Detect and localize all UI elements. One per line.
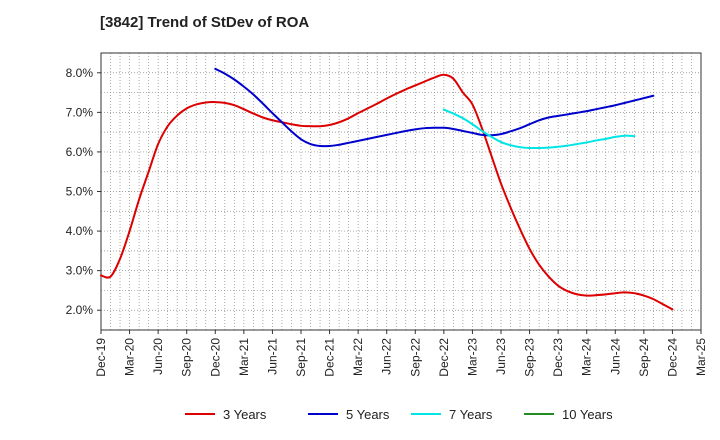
legend-label-3-years: 3 Years [223,407,267,422]
x-tick-label: Sep-24 [637,338,651,377]
x-tick-label: Sep-22 [408,338,422,377]
x-tick-label: Mar-20 [123,338,137,376]
x-tick-label: Dec-20 [208,338,222,377]
x-tick-label: Dec-19 [94,338,108,377]
x-tick-label: Mar-24 [580,338,594,376]
x-tick-label: Jun-23 [494,338,508,375]
y-tick-label: 4.0% [66,224,94,238]
x-tick-label: Jun-24 [608,338,622,375]
x-tick-label: Dec-21 [323,338,337,377]
y-tick-label: 8.0% [66,66,94,80]
x-tick-label: Sep-23 [523,338,537,377]
axes: 2.0% 3.0% 4.0% 5.0% 6.0% 7.0% 8.0% Dec-19 Mar-20… [66,52,708,377]
series-line-5-years [214,67,655,148]
x-tick-label: Dec-23 [551,338,565,377]
legend: 3 Years 5 Years 7 Years 10 Years [185,407,613,422]
x-tick-label: Dec-22 [437,338,451,377]
series-line-3-years [100,73,674,311]
x-tick-label: Mar-21 [237,338,251,376]
series-lines [100,67,674,311]
x-tick-label: Sep-20 [180,338,194,377]
y-tick-label: 3.0% [66,264,94,278]
legend-label-5-years: 5 Years [346,407,390,422]
x-tick-label: Mar-23 [465,338,479,376]
x-tick-label: Jun-22 [380,338,394,375]
y-tick-label: 6.0% [66,145,94,159]
legend-label-7-years: 7 Years [449,407,493,422]
series-line-7-years [442,108,636,150]
x-tick-label: Jun-20 [151,338,165,375]
x-tick-label: Dec-24 [665,338,679,377]
y-tick-label: 5.0% [66,185,94,199]
chart-title: [3842] Trend of StDev of ROA [100,14,310,31]
grid-lines [101,53,701,330]
legend-label-10-years: 10 Years [562,407,613,422]
x-tick-label: Sep-21 [294,338,308,377]
x-tick-label: Jun-21 [265,338,279,375]
y-tick-label: 7.0% [66,105,94,119]
x-tick-label: Mar-25 [694,338,708,376]
y-tick-label: 2.0% [66,303,94,317]
x-tick-label: Mar-22 [351,338,365,376]
